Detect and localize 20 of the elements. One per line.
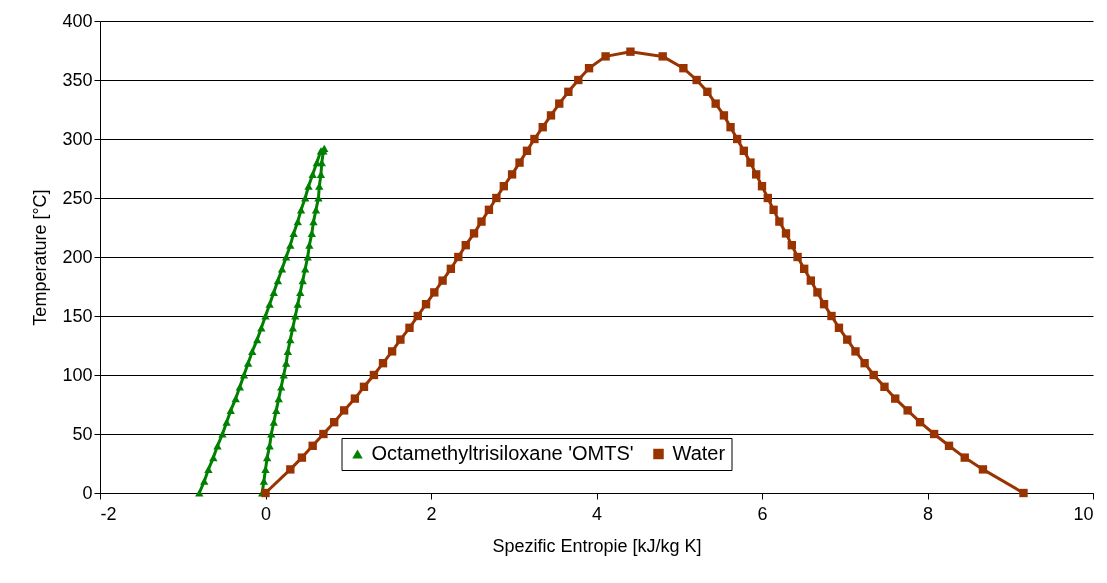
x-tick-label: 8 <box>922 503 934 524</box>
y-tick-label: 250 <box>62 187 93 208</box>
y-axis-title: Temperature [°C] <box>30 189 51 326</box>
x-tick-label: -2 <box>100 503 117 524</box>
legend-label: Octamethyltrisiloxane 'OMTS' <box>371 442 634 464</box>
y-tick-label: 100 <box>62 364 93 385</box>
y-tick-label: 50 <box>72 423 93 444</box>
x-axis-title: Spezific Entropie [kJ/kg K] <box>492 535 702 556</box>
x-tick-label: 6 <box>757 503 768 524</box>
x-tick-label: 0 <box>260 503 272 524</box>
legend-label: Water <box>672 442 726 464</box>
y-tick-label: 0 <box>82 482 93 503</box>
x-tick-label: 10 <box>1073 503 1094 524</box>
y-tick-label: 300 <box>62 128 93 149</box>
y-tick-label: 150 <box>62 305 93 326</box>
y-tick-label: 350 <box>62 69 93 90</box>
x-tick-label: 4 <box>591 503 603 524</box>
y-tick-label: 400 <box>62 10 93 31</box>
x-tick-label: 2 <box>426 503 437 524</box>
y-tick-label: 200 <box>62 246 93 267</box>
